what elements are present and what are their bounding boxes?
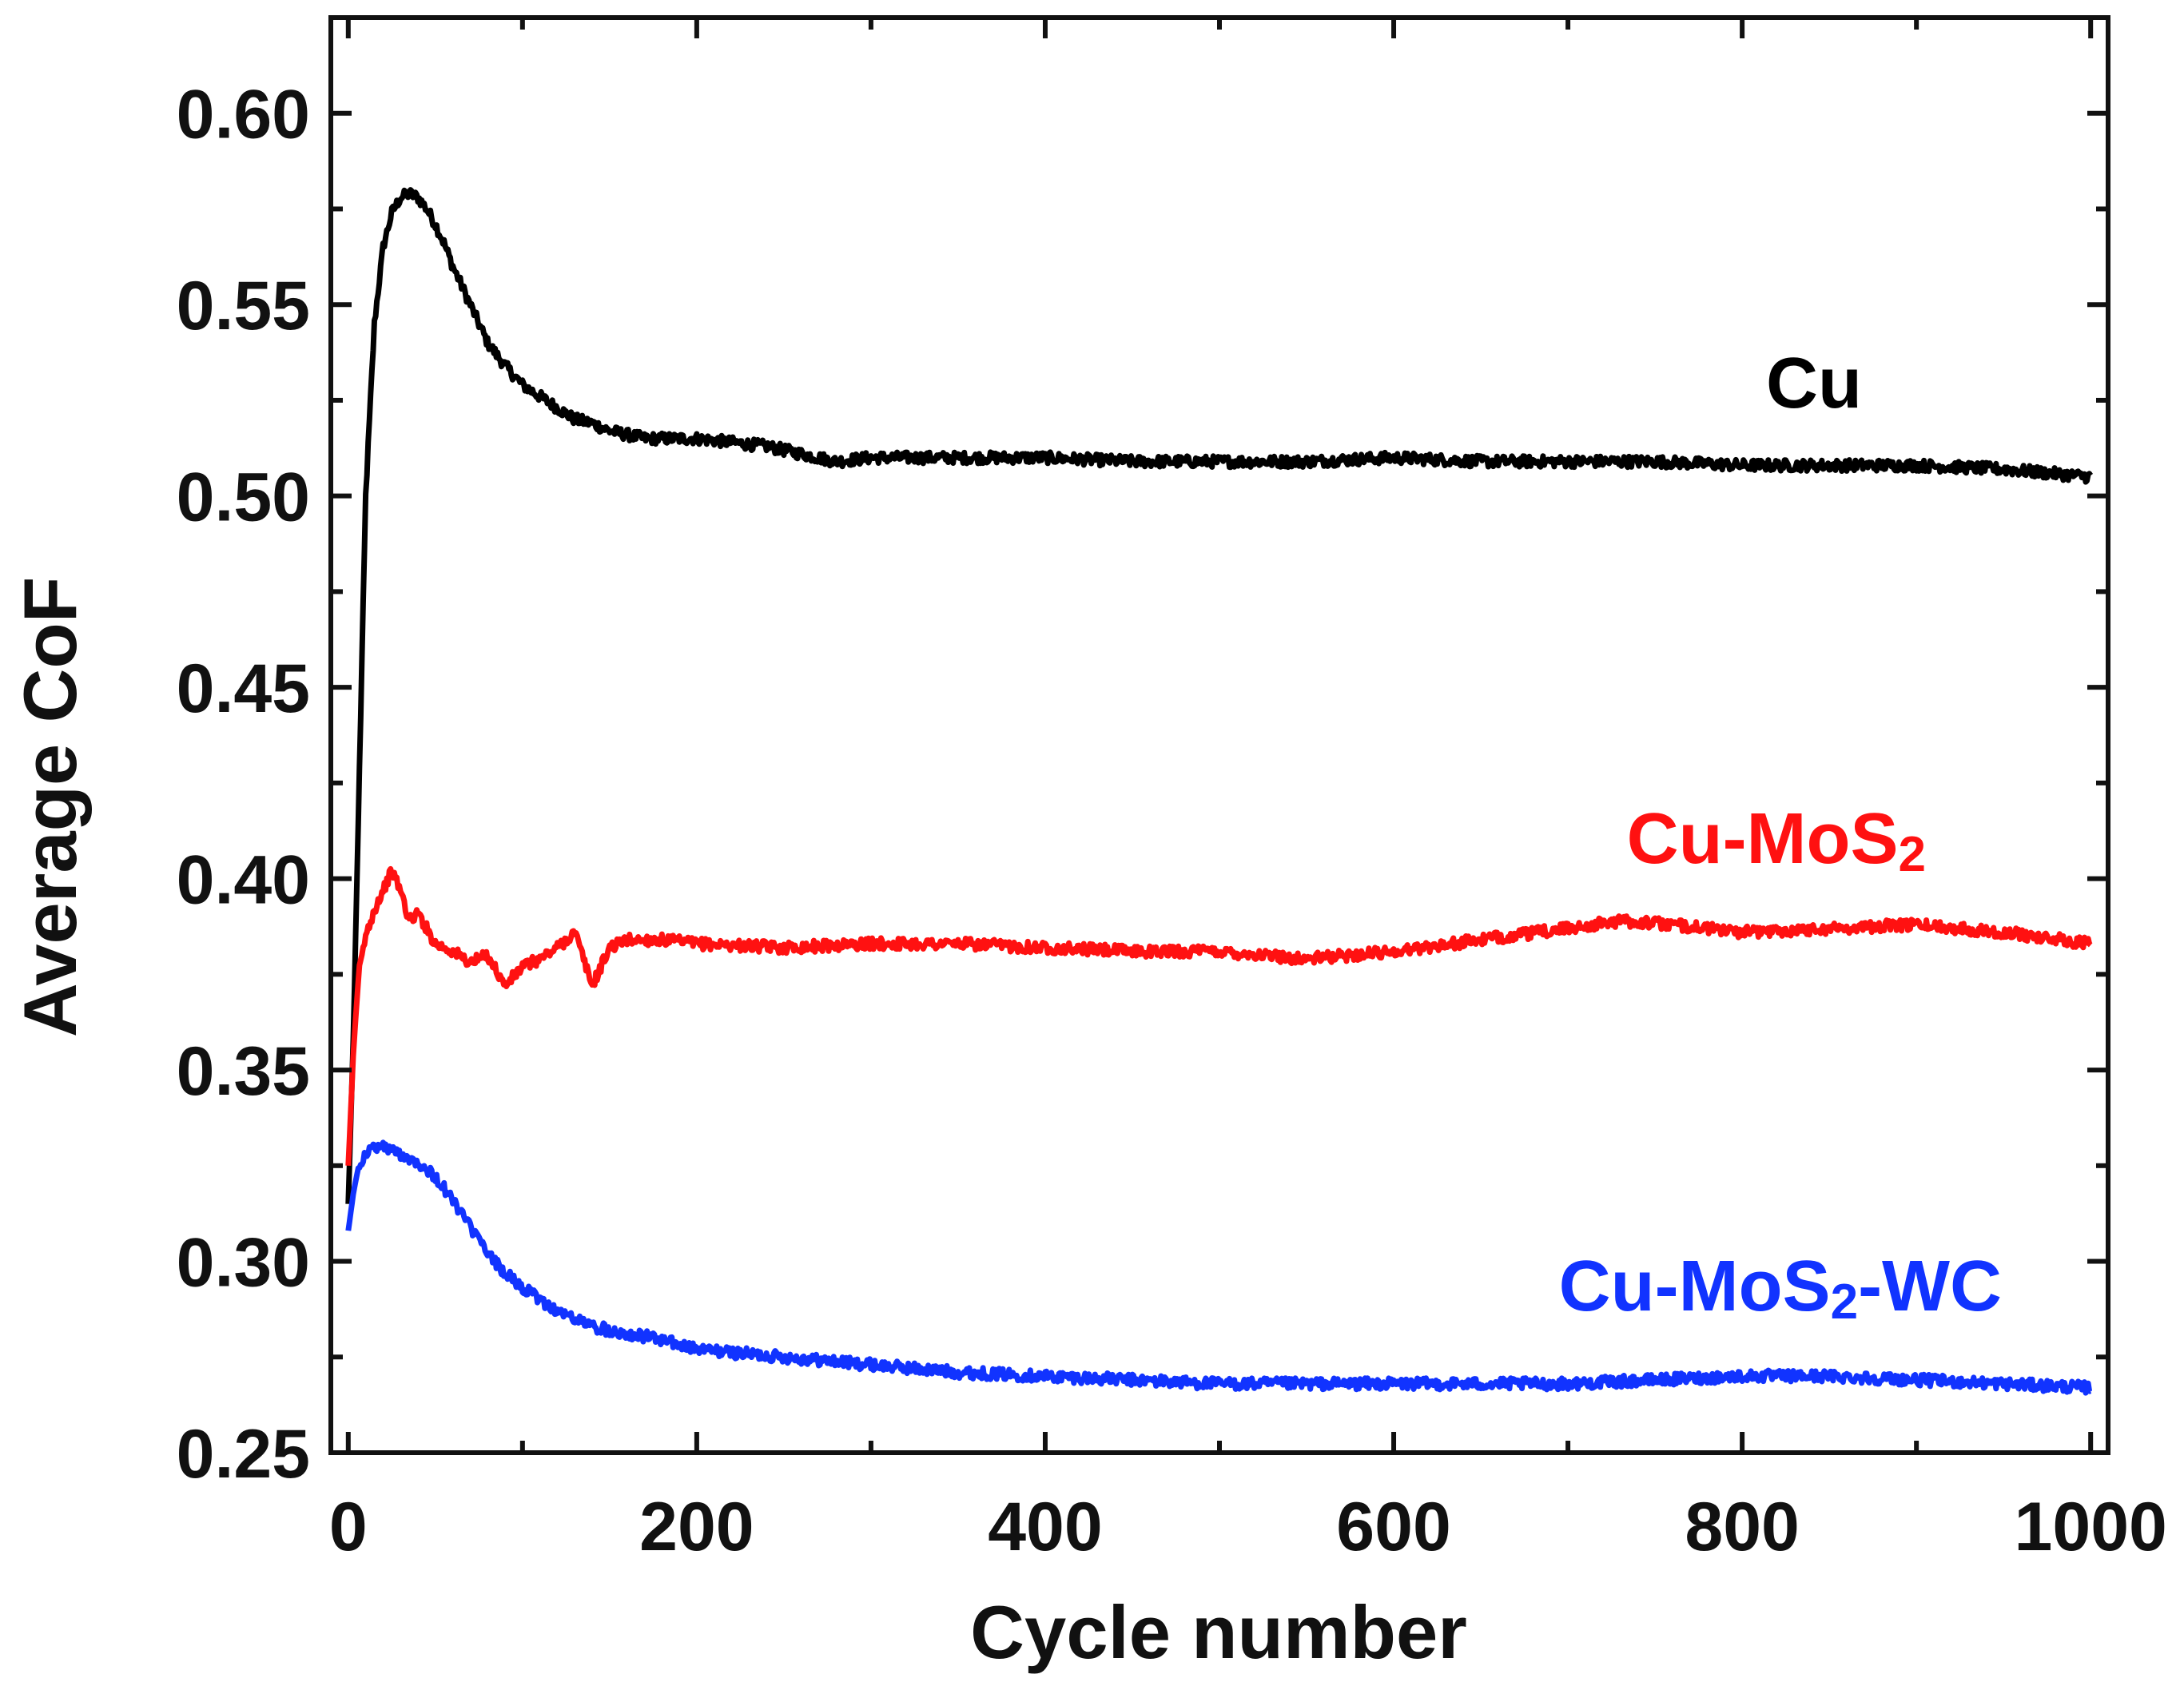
x-axis-title: Cycle number (970, 1590, 1467, 1674)
tick-layer (331, 18, 2108, 1455)
tick-label-layer: 0 200 400 600 800 1000 0.25 0.30 0.35 0.40 0.45 0.5… (177, 77, 2167, 1565)
series-line-cu (345, 187, 2094, 1204)
x-tick-label: 0 (329, 1489, 368, 1565)
series-label-main: Cu-MoS (1559, 1247, 1831, 1326)
y-tick-label: 0.25 (177, 1416, 310, 1493)
series-line-cu-mos2 (345, 865, 2093, 1166)
series-label-subscript: 2 (1899, 827, 1926, 882)
x-tick-label: 200 (639, 1489, 754, 1565)
x-tick-label: 600 (1336, 1489, 1451, 1565)
series-label-main: Cu (1766, 344, 1862, 424)
y-tick-label: 0.60 (177, 77, 310, 153)
y-tick-label: 0.55 (177, 268, 310, 344)
plot-frame (328, 15, 2110, 1455)
y-tick-label: 0.35 (177, 1033, 310, 1110)
y-tick-label: 0.45 (177, 650, 310, 727)
y-tick-label: 0.30 (177, 1225, 310, 1302)
series-line-cu-mos2-wc (345, 1139, 2093, 1396)
y-tick-label: 0.40 (177, 842, 310, 919)
plot-border (328, 15, 2110, 1455)
y-axis-title: Average CoF (8, 577, 92, 1037)
series-layer (345, 187, 2094, 1396)
x-tick-label: 1000 (2015, 1489, 2167, 1565)
series-label-suffix: -WC (1858, 1247, 2002, 1326)
series-label-subscript: 2 (1831, 1274, 1858, 1330)
series-label-cu: Cu (1766, 344, 1862, 424)
x-tick-label: 400 (988, 1489, 1103, 1565)
y-tick-label: 0.50 (177, 459, 310, 536)
x-tick-label: 800 (1685, 1489, 1800, 1565)
series-label-cu-mos2: Cu-MoS2 (1627, 799, 1926, 882)
series-label-main: Cu-MoS (1627, 799, 1899, 879)
series-label-cu-mos2-wc: Cu-MoS2-WC (1559, 1247, 2002, 1330)
